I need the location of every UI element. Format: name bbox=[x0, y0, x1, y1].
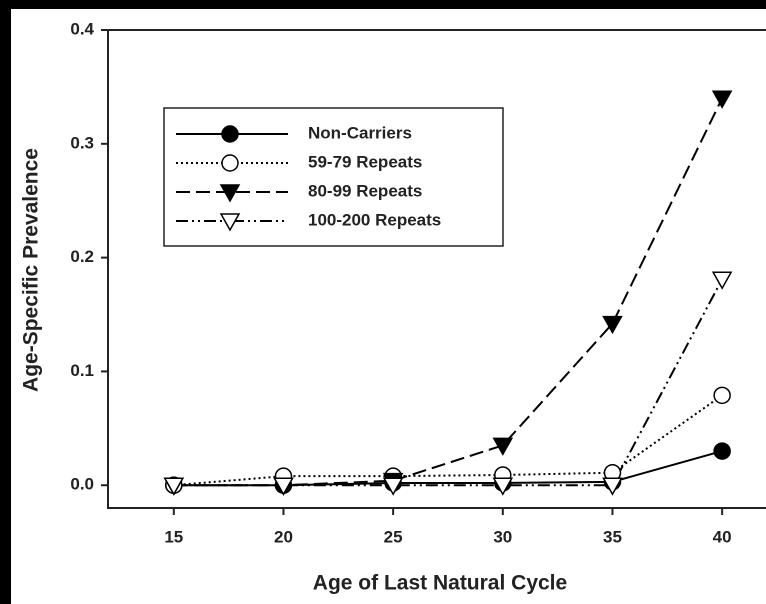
x-tick-label: 25 bbox=[384, 527, 403, 546]
marker bbox=[492, 437, 514, 456]
x-tick-label: 40 bbox=[713, 527, 732, 546]
marker bbox=[713, 442, 731, 460]
x-tick-label: 20 bbox=[274, 527, 293, 546]
y-tick-label: 0.3 bbox=[70, 133, 94, 152]
marker bbox=[219, 184, 241, 203]
marker bbox=[219, 213, 241, 232]
marker bbox=[711, 90, 733, 109]
series-line bbox=[173, 278, 724, 487]
plot-frame bbox=[107, 29, 766, 509]
marker bbox=[273, 477, 294, 496]
series-line bbox=[173, 450, 723, 487]
legend-label: Non-Carriers bbox=[308, 123, 412, 142]
legend-label: 59-79 Repeats bbox=[308, 152, 422, 171]
frame-left bbox=[0, 0, 11, 604]
series-line bbox=[173, 394, 723, 487]
y-tick-label: 0.4 bbox=[70, 19, 94, 38]
frame-top bbox=[0, 0, 766, 9]
x-tick-label: 15 bbox=[164, 527, 183, 546]
y-tick-label: 0.1 bbox=[70, 361, 94, 380]
marker bbox=[492, 477, 514, 496]
legend-box bbox=[163, 107, 504, 247]
x-axis-label: Age of Last Natural Cycle bbox=[313, 572, 567, 595]
x-tick-label: 35 bbox=[603, 527, 622, 546]
marker bbox=[221, 154, 239, 172]
marker bbox=[602, 315, 623, 335]
y-axis-label: Age-Specific Prevalence bbox=[20, 148, 43, 392]
marker bbox=[382, 477, 404, 496]
marker bbox=[602, 477, 623, 496]
legend-label: 80-99 Repeats bbox=[308, 181, 422, 200]
legend-label: 100-200 Repeats bbox=[308, 210, 441, 229]
x-tick-label: 30 bbox=[493, 527, 512, 546]
marker bbox=[713, 386, 731, 405]
y-tick-label: 0.0 bbox=[70, 475, 94, 494]
marker bbox=[711, 271, 733, 290]
y-tick-label: 0.2 bbox=[70, 247, 94, 266]
marker bbox=[163, 477, 185, 496]
marker bbox=[221, 125, 239, 143]
